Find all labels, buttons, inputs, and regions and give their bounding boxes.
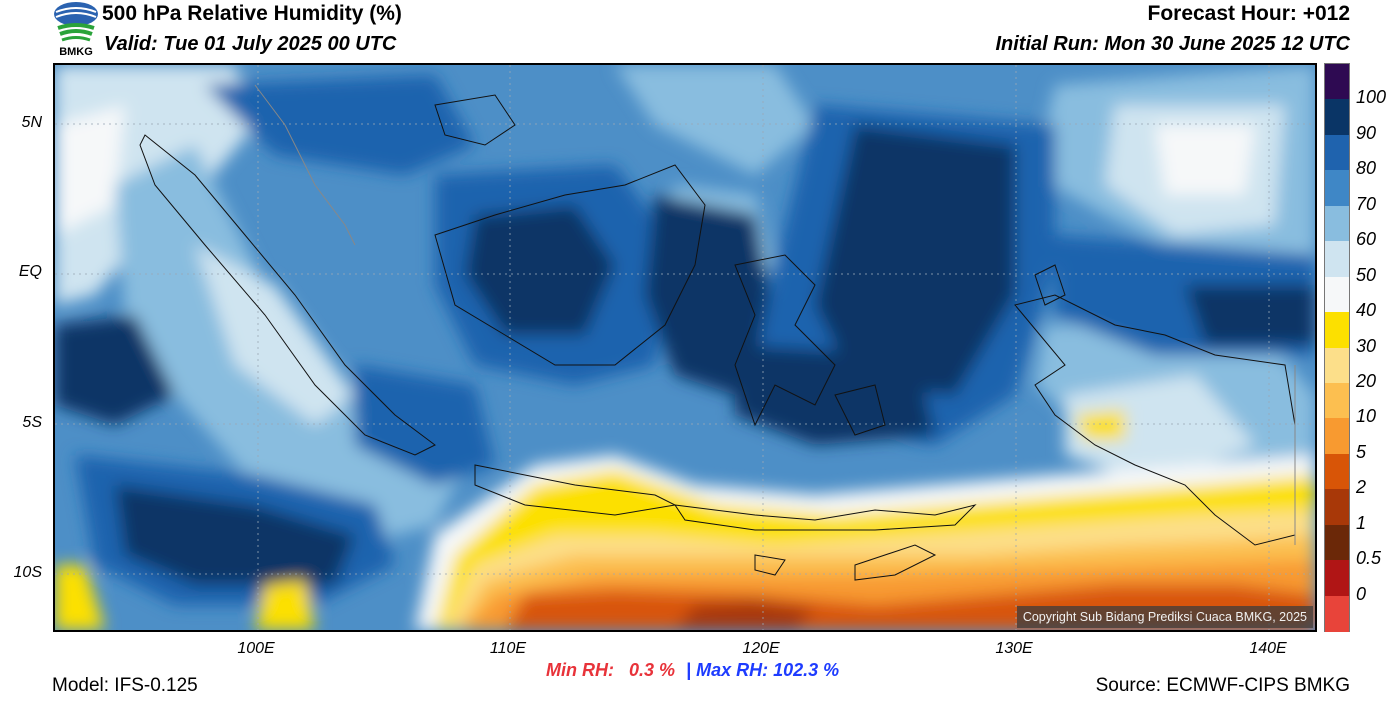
valid-time: Valid: Tue 01 July 2025 00 UTC <box>104 33 397 55</box>
min-rh-value: 0.3 % <box>629 660 676 680</box>
colorbar-label: 80 <box>1356 158 1377 179</box>
lat-label-5s: 5S <box>22 414 42 431</box>
colorbar-label: 100 <box>1356 87 1387 108</box>
colorbar-segment <box>1325 241 1349 278</box>
humidity-map[interactable]: Copyright Sub Bidang Prediksi Cuaca BMKG… <box>53 63 1317 632</box>
lon-label-140e: 140E <box>1249 640 1287 657</box>
colorbar-label: 60 <box>1356 229 1377 250</box>
colorbar-label: 5 <box>1356 441 1367 462</box>
stats-separator: | <box>686 660 692 680</box>
humidity-field <box>55 65 1315 630</box>
lat-label-10s: 10S <box>13 564 42 581</box>
min-rh-label: Min RH: <box>546 660 614 680</box>
colorbar <box>1324 63 1350 632</box>
colorbar-label: 20 <box>1356 370 1377 391</box>
copyright-note: Copyright Sub Bidang Prediksi Cuaca BMKG… <box>1016 606 1313 628</box>
colorbar-segment <box>1325 382 1349 419</box>
colorbar-label: 1 <box>1356 512 1367 533</box>
colorbar-segment <box>1325 489 1349 526</box>
colorbar-segment <box>1325 312 1349 348</box>
colorbar-segment <box>1325 134 1349 171</box>
colorbar-segment <box>1325 418 1349 455</box>
lon-label-110e: 110E <box>489 640 527 657</box>
colorbar-segment <box>1325 524 1349 561</box>
colorbar-label: 30 <box>1356 335 1377 356</box>
colorbar-label: 2 <box>1356 477 1367 498</box>
colorbar-label: 90 <box>1356 122 1377 143</box>
coastlines <box>139 94 1296 581</box>
colorbar-segment <box>1325 560 1349 597</box>
lon-label-130e: 130E <box>995 640 1033 657</box>
max-rh-label: Max RH: <box>696 660 769 680</box>
colorbar-segment <box>1325 170 1349 207</box>
lon-label-100e: 100E <box>237 640 275 657</box>
colorbar-label: 0 <box>1356 583 1367 604</box>
initial-run: Initial Run: Mon 30 June 2025 12 UTC <box>995 33 1350 55</box>
colorbar-segment <box>1325 347 1349 384</box>
colorbar-label: 0.5 <box>1356 548 1382 569</box>
colorbar-segment <box>1325 453 1349 490</box>
colorbar-label: 50 <box>1356 264 1377 285</box>
data-source: Source: ECMWF-CIPS BMKG <box>1095 675 1350 696</box>
lat-label-5n: 5N <box>21 114 42 131</box>
colorbar-segment <box>1325 205 1349 242</box>
colorbar-segment <box>1325 276 1349 313</box>
colorbar-segment <box>1325 595 1349 632</box>
model-name: Model: IFS-0.125 <box>52 675 198 696</box>
lat-label-eq: EQ <box>18 263 42 280</box>
bmkg-logo <box>52 0 100 60</box>
colorbar-label: 70 <box>1356 193 1377 214</box>
max-rh-value: 102.3 % <box>773 660 840 680</box>
forecast-hour: Forecast Hour: +012 <box>1147 2 1351 25</box>
colorbar-label: 10 <box>1356 406 1377 427</box>
colorbar-segment <box>1325 99 1349 136</box>
logo-text: BMKG <box>59 46 93 58</box>
rh-stats: Min RH: 0.3 % | Max RH: 102.3 % <box>546 660 839 681</box>
map-title: 500 hPa Relative Humidity (%) <box>102 2 402 25</box>
colorbar-segment <box>1325 64 1349 100</box>
colorbar-label: 40 <box>1356 300 1377 321</box>
lon-label-120e: 120E <box>742 640 780 657</box>
